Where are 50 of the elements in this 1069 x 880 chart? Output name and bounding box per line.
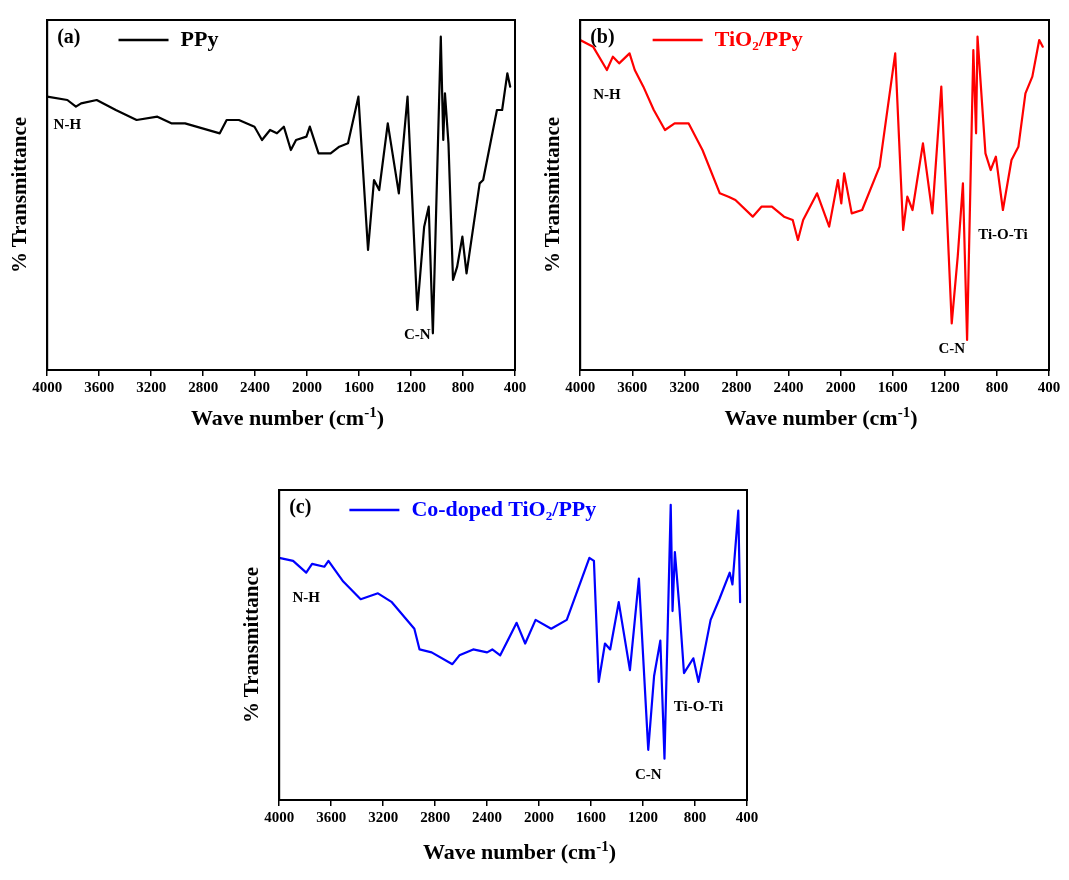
annotation: C-N [403, 326, 431, 343]
x-tick-label: 2000 [825, 378, 856, 395]
x-tick-label: 2800 [420, 808, 451, 825]
x-tick-label: 4000 [565, 378, 596, 395]
legend-label: Co-doped TiO₂/PPy [411, 495, 597, 521]
x-tick-label: 400 [1037, 378, 1061, 395]
x-tick-label: 1600 [877, 378, 908, 395]
x-tick-label: 1200 [628, 808, 659, 825]
x-tick-label: 3200 [669, 378, 700, 395]
x-tick-label: 1200 [929, 378, 960, 395]
x-axis-title: Wave number (cm$^{-1}$) [190, 404, 385, 432]
x-tick-label: 2400 [240, 378, 271, 395]
x-tick-label: 1200 [396, 378, 427, 395]
x-tick-label: 4000 [32, 378, 63, 395]
annotation: N-H [593, 86, 621, 103]
x-tick-label: 2400 [773, 378, 804, 395]
annotation: (c) [289, 495, 312, 519]
annotation: Ti-O-Ti [978, 226, 1028, 243]
x-tick-label: 3600 [617, 378, 648, 395]
legend-label: TiO₂/PPy [714, 25, 803, 51]
x-tick-label: 800 [985, 378, 1009, 395]
annotation: C-N [938, 339, 966, 356]
x-tick-label: 4000 [264, 808, 295, 825]
y-axis-title: % Transmittance [7, 116, 32, 274]
annotation: N-H [53, 116, 82, 133]
x-tick-label: 400 [735, 808, 759, 825]
x-axis-title: Wave number (cm$^{-1}$) [723, 404, 919, 432]
x-tick-label: 2400 [472, 808, 503, 825]
x-tick-label: 1600 [576, 808, 607, 825]
x-tick-label: 2000 [292, 378, 323, 395]
y-axis-title: % Transmittance [239, 566, 264, 724]
legend-label: PPy [180, 25, 219, 51]
annotation: C-N [634, 766, 662, 783]
x-tick-label: 2800 [188, 378, 219, 395]
x-tick-label: 3600 [316, 808, 347, 825]
x-tick-label: 800 [451, 378, 475, 395]
annotation: (b) [590, 25, 615, 49]
x-axis-title: Wave number (cm$^{-1}$) [422, 838, 617, 866]
x-tick-label: 3200 [136, 378, 167, 395]
annotation: (a) [57, 25, 81, 49]
y-axis-title: % Transmittance [540, 116, 565, 274]
x-tick-label: 2800 [721, 378, 752, 395]
x-tick-label: 2000 [524, 808, 555, 825]
x-tick-label: 3200 [368, 808, 399, 825]
x-tick-label: 800 [683, 808, 707, 825]
x-tick-label: 3600 [84, 378, 115, 395]
annotation: Ti-O-Ti [673, 698, 724, 715]
annotation: N-H [292, 589, 321, 606]
x-tick-label: 400 [503, 378, 527, 395]
x-tick-label: 1600 [344, 378, 375, 395]
